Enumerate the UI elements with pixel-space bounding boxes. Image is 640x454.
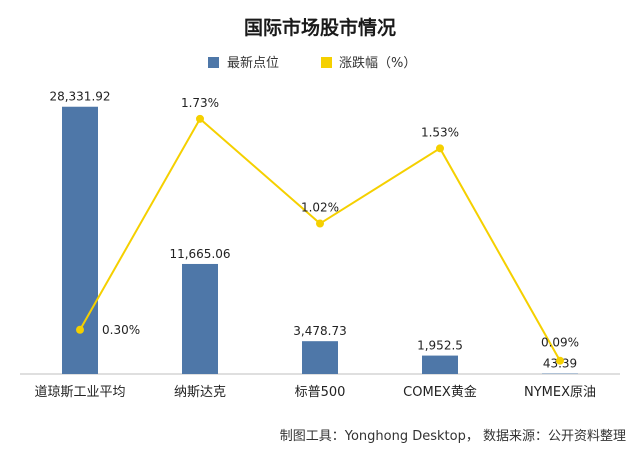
x-tick-label: COMEX黄金 — [403, 384, 477, 400]
legend-label-line: 涨跌幅（%） — [339, 55, 416, 71]
bar — [302, 341, 338, 374]
legend-swatch-bar — [208, 57, 219, 68]
x-tick-label: 纳斯达克 — [174, 385, 226, 400]
line-point — [76, 325, 84, 334]
line-value-label: 0.09% — [541, 336, 579, 350]
x-tick-label: NYMEX原油 — [524, 385, 596, 400]
line-point — [556, 356, 564, 365]
bar-value-label: 1,952.5 — [417, 339, 463, 353]
bar-value-label: 28,331.92 — [49, 90, 110, 104]
legend: 最新点位 涨跌幅（%） — [208, 55, 416, 71]
line-value-label: 0.30% — [102, 323, 140, 337]
line-point — [316, 219, 324, 228]
legend-swatch-line — [321, 57, 332, 68]
chart-title: 国际市场股市情况 — [244, 16, 396, 39]
bar — [422, 355, 458, 374]
line-value-label: 1.02% — [301, 201, 339, 215]
x-tick-label: 道琼斯工业平均 — [34, 385, 125, 400]
line-value-label: 1.73% — [181, 96, 219, 110]
bar — [182, 263, 218, 374]
x-tick-label: 标普500 — [295, 385, 346, 400]
bar-value-label: 3,478.73 — [293, 324, 346, 338]
line-value-label: 1.53% — [421, 125, 459, 139]
bar-value-label: 11,665.06 — [169, 247, 230, 261]
bar — [62, 106, 98, 374]
line-point — [436, 144, 444, 153]
footer-source: 制图工具：Yonghong Desktop， 数据来源：公开资料整理 — [280, 429, 626, 444]
line-point — [196, 114, 204, 123]
plot-area: 28,331.9211,665.063,478.731,952.543.39道琼… — [34, 90, 596, 400]
legend-label-bar: 最新点位 — [227, 55, 279, 71]
